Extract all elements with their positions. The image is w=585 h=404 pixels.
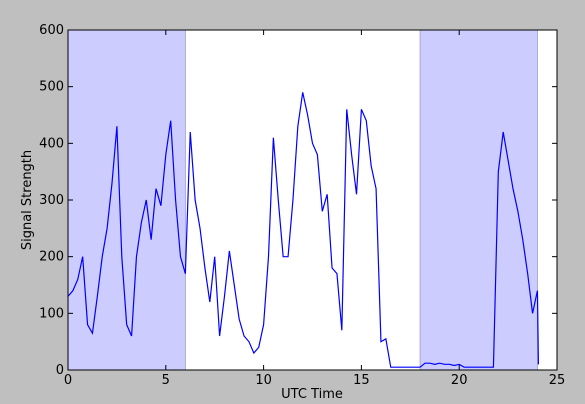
y-axis-label: Signal Strength: [20, 150, 35, 250]
x-tick-label: 20: [451, 373, 468, 388]
y-tick-label: 600: [39, 23, 64, 38]
x-tick-label: 25: [549, 373, 566, 388]
x-tick-label: 15: [353, 373, 370, 388]
x-tick-label: 0: [64, 373, 72, 388]
signal-line: [67, 92, 540, 368]
shaded-span: [67, 29, 186, 371]
y-tick-label: 300: [39, 193, 64, 208]
y-tick-label: 200: [39, 250, 64, 265]
x-tick-label: 10: [255, 373, 272, 388]
x-tick-label: 5: [162, 373, 170, 388]
y-tick-label: 0: [56, 363, 64, 378]
y-tick-label: 500: [39, 80, 64, 95]
x-axis-label: UTC Time: [281, 387, 343, 402]
shaded-span: [419, 29, 538, 371]
y-tick-label: 100: [39, 306, 64, 321]
y-tick-label: 400: [39, 136, 64, 151]
